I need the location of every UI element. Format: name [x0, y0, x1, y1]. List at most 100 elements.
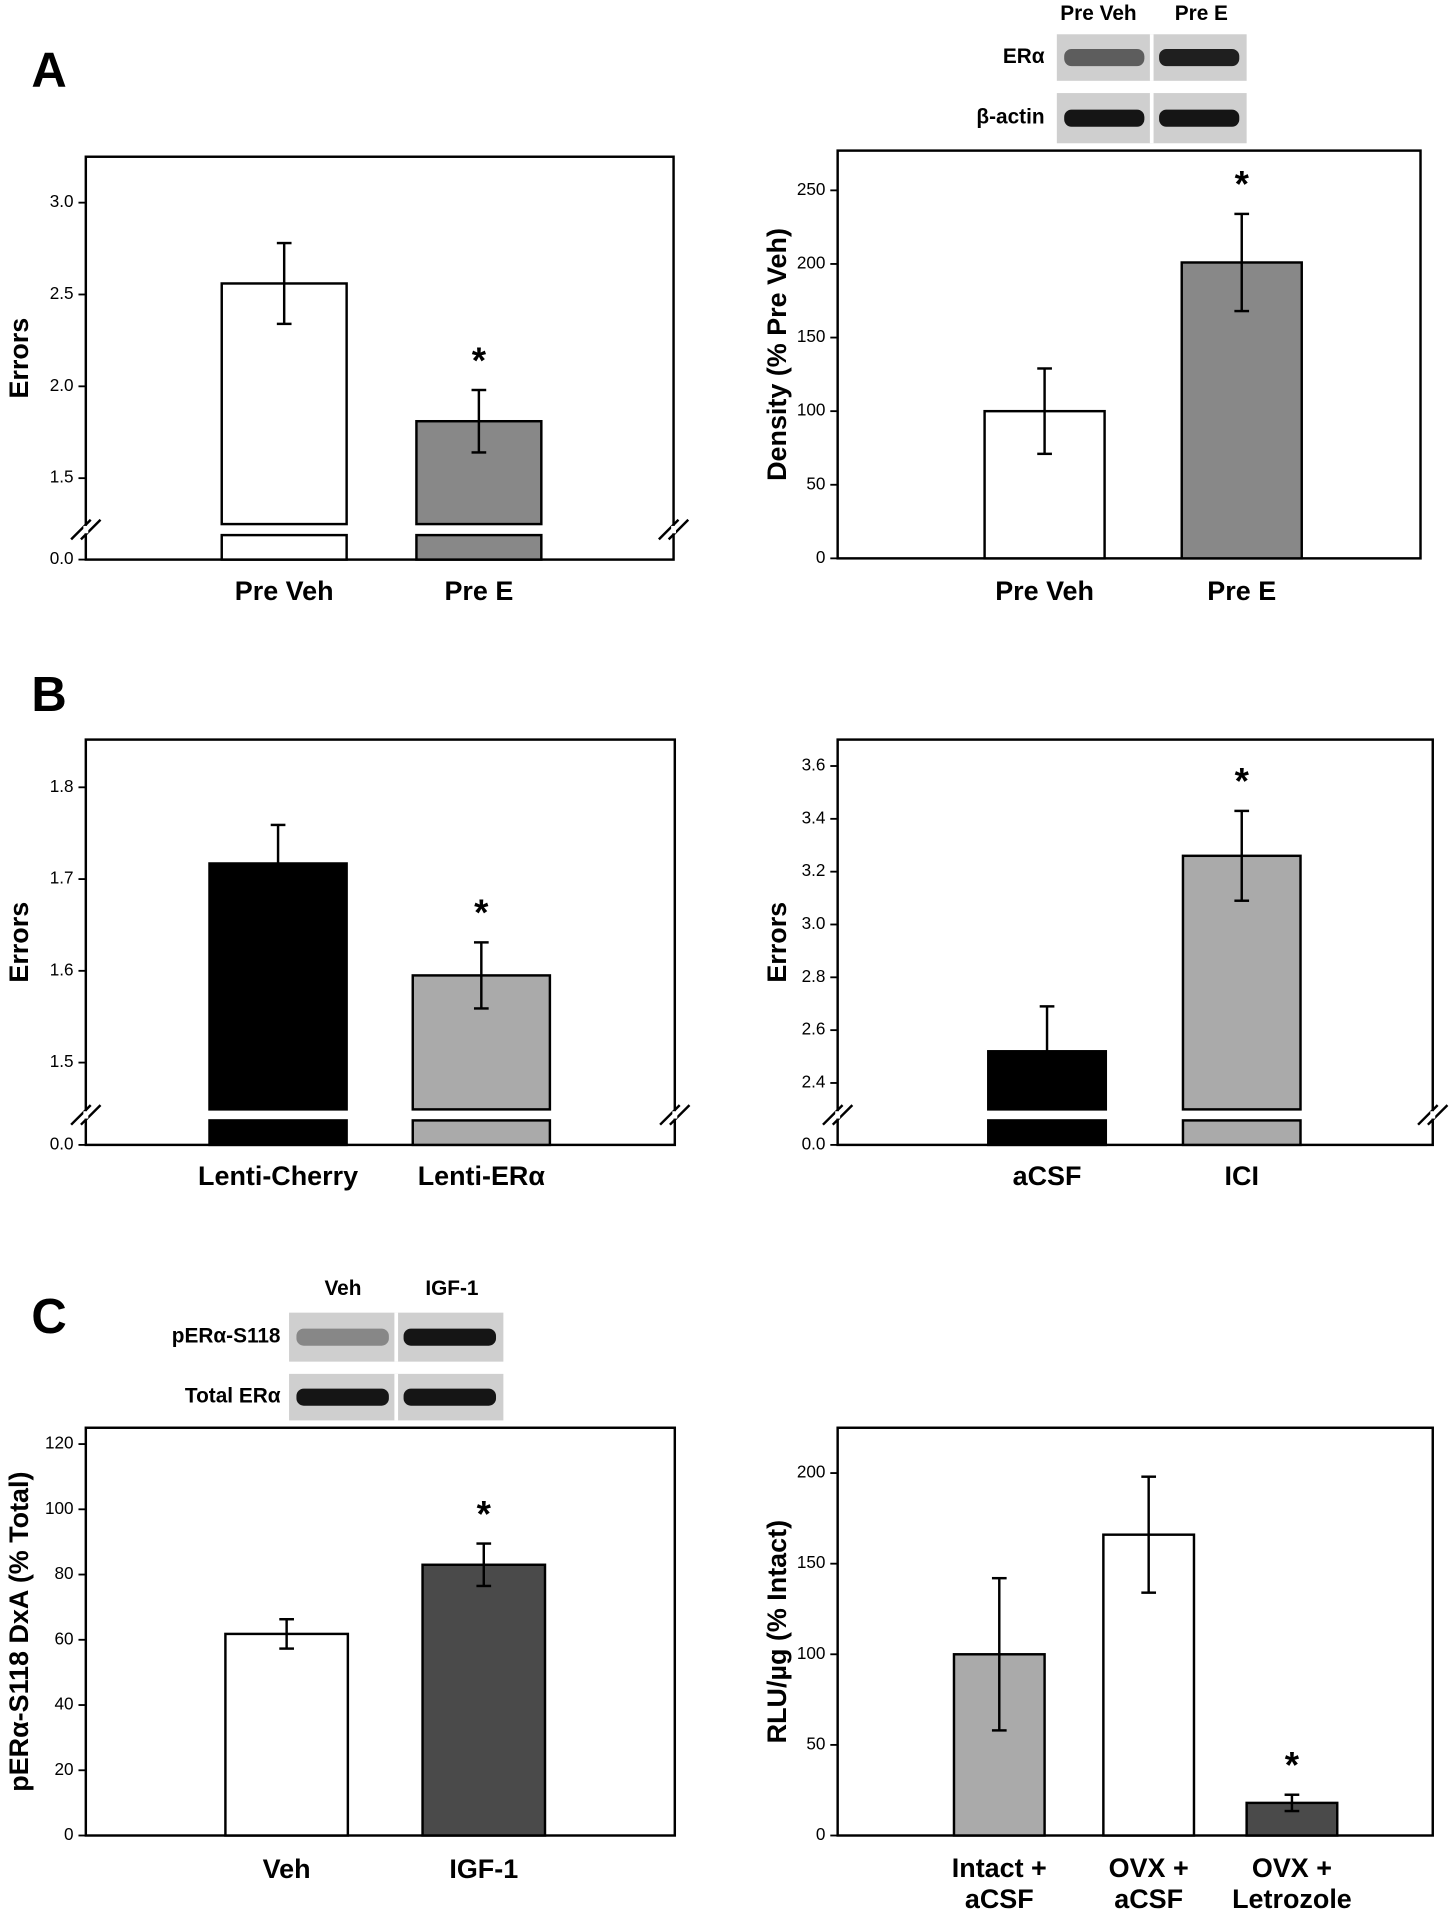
y-tick-label: 0.0 — [802, 1133, 826, 1153]
y-tick-label: 2.8 — [802, 966, 826, 986]
blot-column-label: Pre Veh — [1060, 2, 1136, 25]
y-tick-label: 1.7 — [50, 868, 74, 888]
y-tick-label: 3.6 — [802, 755, 826, 775]
blot-band — [403, 1388, 497, 1406]
bar — [421, 1563, 547, 1837]
y-tick-label: 20 — [55, 1759, 74, 1779]
bar — [224, 1632, 350, 1837]
axis-break — [70, 1104, 92, 1126]
plot-frame — [836, 738, 1434, 1147]
y-tick-label: 40 — [55, 1694, 74, 1714]
chart: 0 20 40 60 80 100 120 pERα-S118 DxA (% Total) Ve… — [4, 1277, 677, 1884]
x-tick-label: IGF-1 — [449, 1854, 518, 1884]
blot-band — [1064, 109, 1145, 127]
bar-lower — [208, 1119, 348, 1147]
bar-lower — [220, 533, 348, 561]
y-tick-label: 200 — [797, 1462, 826, 1482]
blot-column-label: Veh — [324, 1277, 361, 1300]
blot-band — [296, 1328, 389, 1346]
y-tick-label: 250 — [797, 179, 826, 199]
bar — [208, 862, 348, 1111]
y-tick-label: 150 — [797, 326, 826, 346]
panel-label: C — [31, 1290, 66, 1344]
blot-row-label: pERα-S118 — [172, 1325, 281, 1348]
y-axis-label: Errors — [4, 318, 34, 399]
x-tick-label: Pre Veh — [235, 576, 334, 606]
axis-break-gap — [1430, 1111, 1436, 1119]
x-tick-label: Lenti-Cherry — [198, 1161, 358, 1191]
y-axis-label: Errors — [4, 902, 34, 983]
x-tick-label: Veh — [263, 1854, 311, 1884]
panel-label: B — [31, 668, 66, 722]
chart: 0 50 100 150 200 RLU/µg (% Intact) Intact + aCS… — [762, 1426, 1434, 1914]
blot-column-label: IGF-1 — [425, 1277, 478, 1300]
y-tick-label: 60 — [55, 1628, 74, 1648]
axis-break — [1426, 1104, 1449, 1126]
y-tick-label: 0 — [816, 1824, 826, 1844]
y-tick-label: 150 — [797, 1552, 826, 1572]
y-tick-label: 120 — [45, 1433, 74, 1453]
blot-column-label: Pre E — [1175, 2, 1228, 25]
y-axis-label: pERα-S118 DxA (% Total) — [4, 1472, 34, 1792]
significance-marker: * — [1235, 761, 1250, 802]
x-tick-label: Pre E — [1207, 576, 1276, 606]
y-tick-label: 3.2 — [802, 860, 826, 880]
y-tick-label: 80 — [55, 1563, 74, 1583]
axis-break-gap — [83, 525, 89, 534]
y-tick-label: 1.5 — [50, 1051, 74, 1071]
blot-row-label: Total ERα — [185, 1385, 281, 1408]
bar-lower — [987, 1119, 1108, 1147]
axis-break-gap — [83, 1111, 89, 1119]
axis-break — [80, 1104, 102, 1126]
x-tick-label: OVX + Letrozole — [1232, 1853, 1352, 1914]
axis-break — [658, 518, 680, 541]
y-tick-label: 2.4 — [802, 1072, 826, 1092]
y-tick-label: 1.6 — [50, 959, 74, 979]
y-tick-label: 50 — [806, 473, 825, 493]
y-tick-label: 200 — [797, 252, 826, 272]
y-tick-label: 0.0 — [50, 1133, 74, 1153]
blot-band — [1159, 109, 1240, 127]
y-tick-label: 100 — [45, 1498, 74, 1518]
bar-lower — [415, 533, 543, 561]
bar-lower — [1181, 1119, 1302, 1147]
significance-marker: * — [477, 1493, 492, 1534]
y-tick-label: 0 — [64, 1824, 74, 1844]
significance-marker: * — [1285, 1744, 1300, 1785]
axis-break — [1417, 1104, 1439, 1126]
y-tick-label: 100 — [797, 1643, 826, 1663]
chart: 0.0 2.4 2.6 2.8 3.0 3.2 3.4 3.6 Errors aCSF ICI * — [762, 738, 1449, 1191]
y-axis-label: Density (% Pre Veh) — [762, 228, 792, 481]
axis-break-gap — [835, 1111, 841, 1119]
axis-break-gap — [671, 525, 677, 534]
plot-frame — [84, 155, 675, 561]
x-tick-label: OVX + aCSF — [1109, 1853, 1189, 1914]
plot-frame — [836, 149, 1422, 560]
y-tick-label: 100 — [797, 400, 826, 420]
chart: 0.0 1.5 1.6 1.7 1.8 Errors Lenti-Cherry Lenti-E… — [4, 668, 691, 1191]
y-tick-label: 1.8 — [50, 776, 74, 796]
axis-break — [822, 1104, 844, 1126]
blot-band — [1159, 48, 1240, 67]
y-axis-label: RLU/µg (% Intact) — [762, 1520, 792, 1743]
axis-break — [659, 1104, 681, 1126]
blot-band — [403, 1328, 497, 1346]
axis-break — [669, 1104, 691, 1126]
significance-marker: * — [1235, 164, 1250, 205]
axis-break — [70, 518, 92, 541]
blot-row-label: ERα — [1003, 45, 1045, 68]
axis-break — [831, 1104, 854, 1126]
x-tick-label: ICI — [1225, 1161, 1259, 1191]
blot-band — [1064, 48, 1145, 67]
y-tick-label: 0.0 — [50, 548, 74, 568]
significance-marker: * — [472, 340, 487, 381]
x-tick-label: Pre E — [444, 576, 513, 606]
x-tick-label: Pre Veh — [995, 576, 1094, 606]
blot-band — [296, 1388, 389, 1406]
plot-frame — [84, 738, 677, 1147]
x-tick-label: Intact + aCSF — [952, 1853, 1047, 1914]
x-tick-label: Lenti-ERα — [418, 1161, 546, 1191]
plot-frame — [84, 1426, 677, 1837]
blot-row-label: β-actin — [976, 106, 1044, 129]
